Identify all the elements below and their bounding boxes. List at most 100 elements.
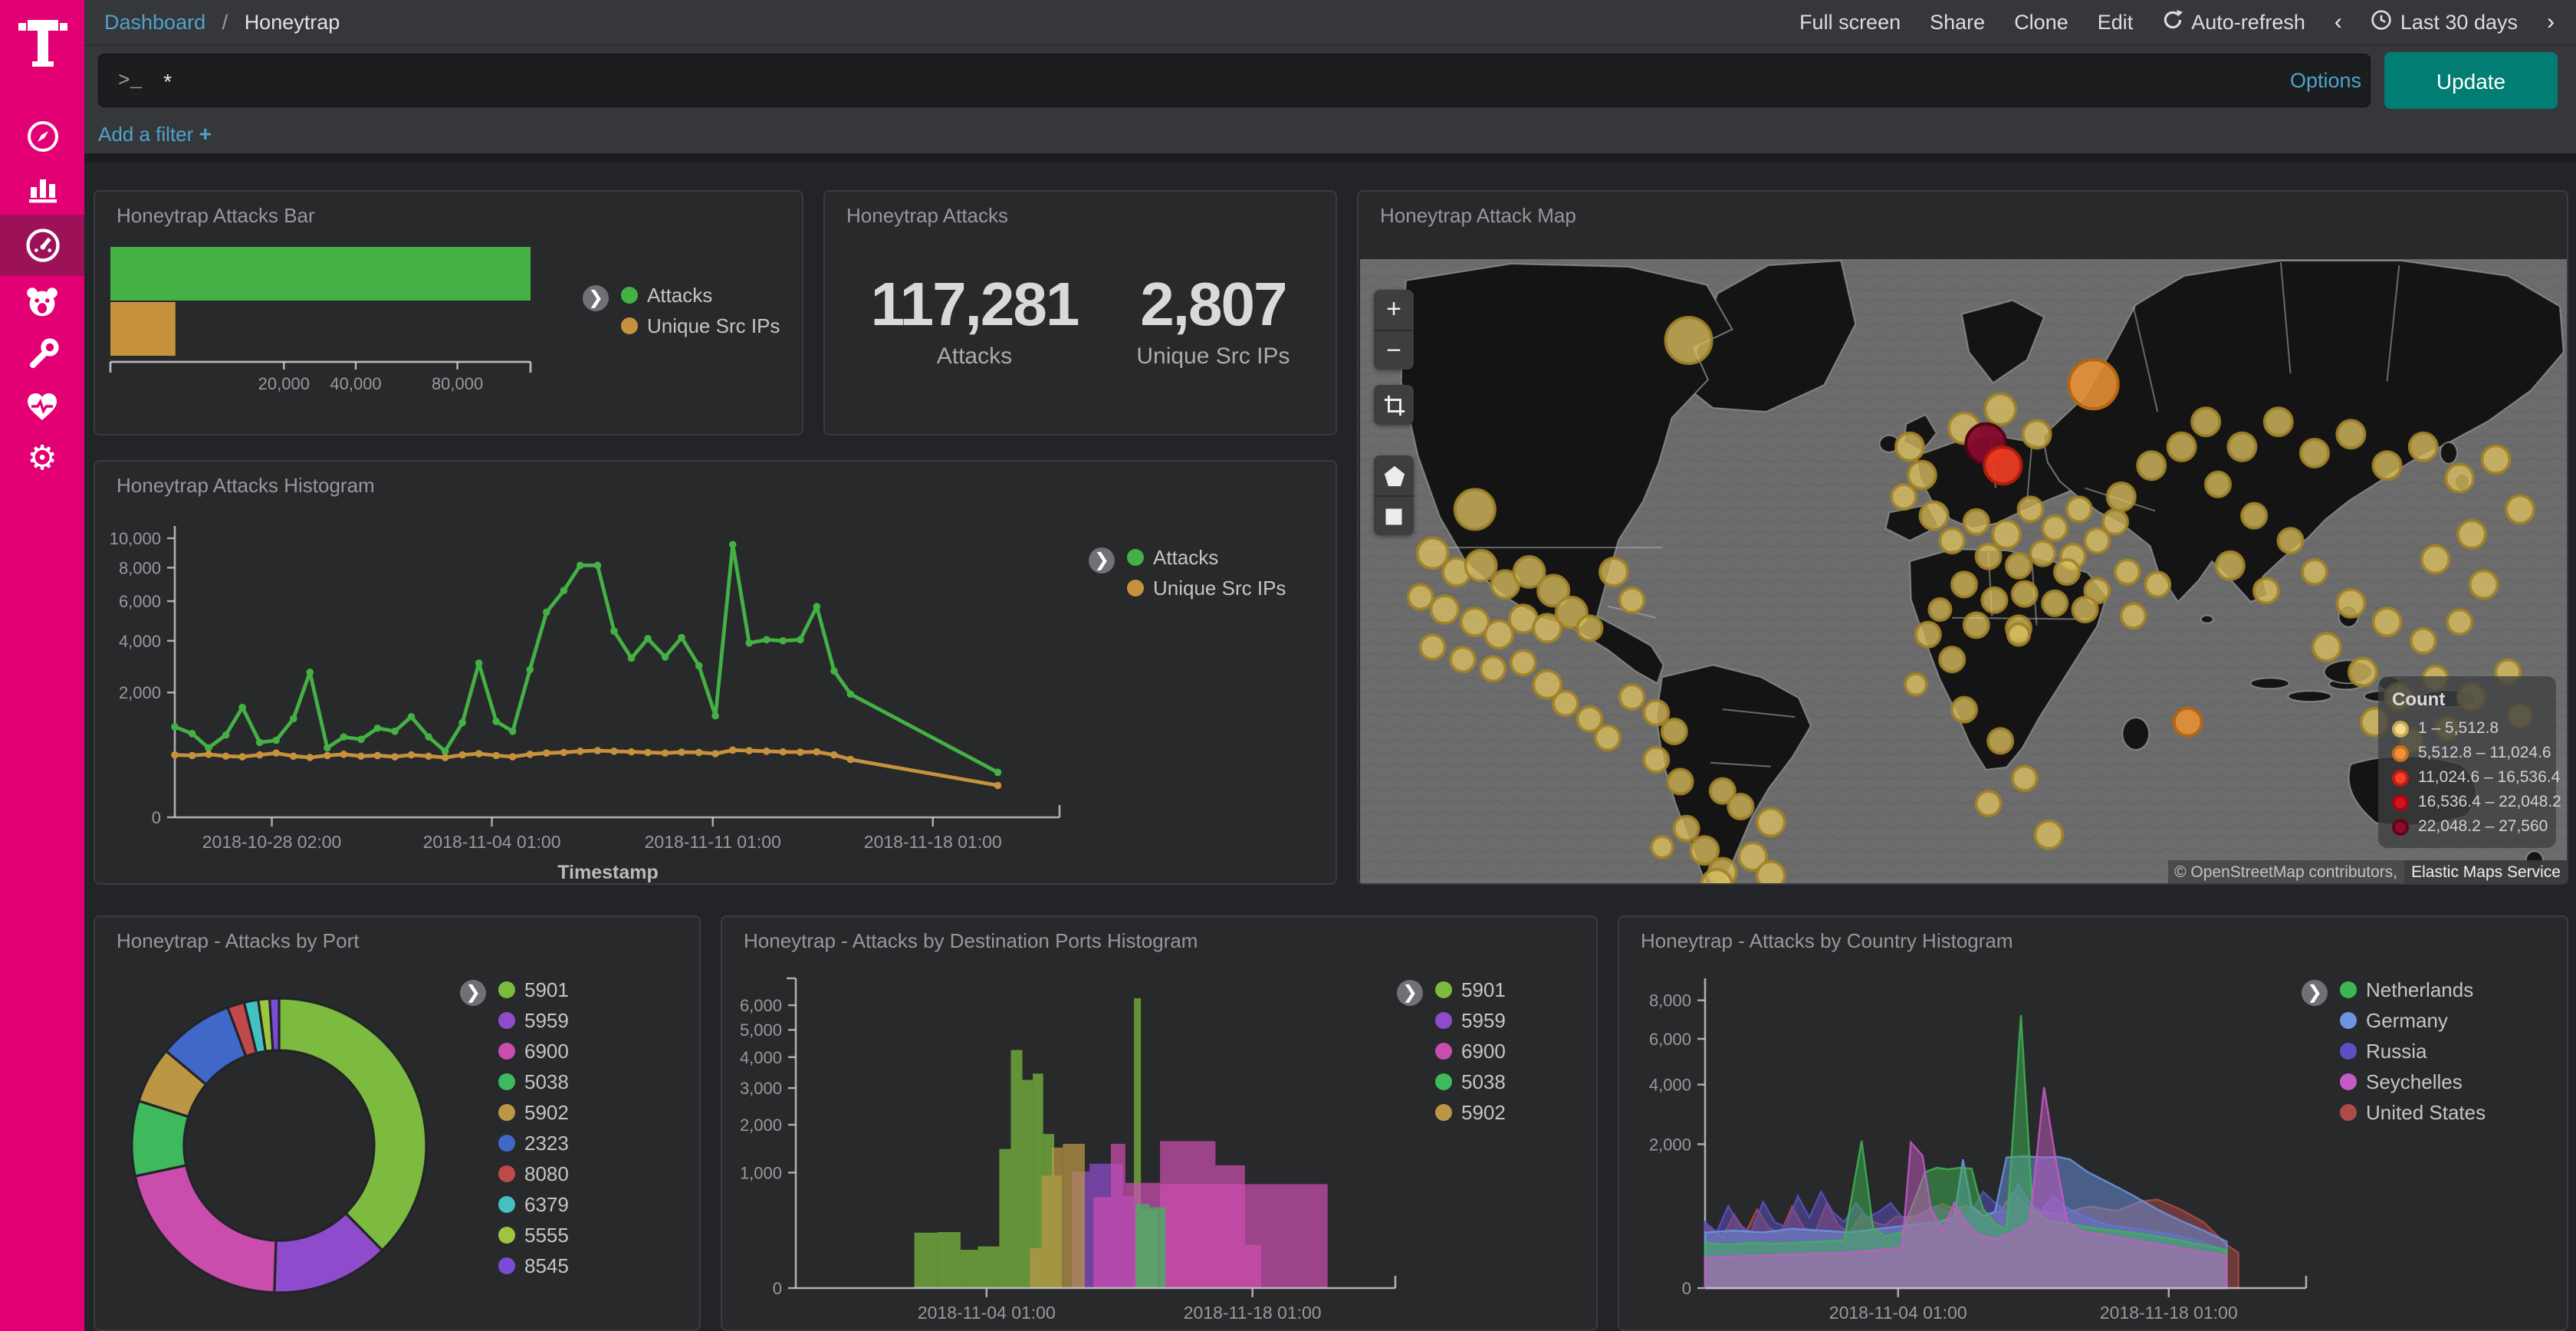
legend-item[interactable]: 2323 xyxy=(498,1132,569,1155)
time-picker-button[interactable]: Last 30 days xyxy=(2371,9,2518,35)
panel-country-histogram: Honeytrap - Attacks by Country Histogram… xyxy=(1618,915,2568,1331)
legend-item[interactable]: 6379 xyxy=(498,1193,569,1216)
legend-item[interactable]: Russia xyxy=(2340,1040,2486,1063)
map-rectangle-draw-button[interactable] xyxy=(1374,495,1414,535)
legend-color-dot xyxy=(498,1165,515,1182)
map-legend-dot xyxy=(2392,720,2409,737)
legend-expand-button[interactable]: ❯ xyxy=(583,285,609,311)
panel-title: Honeytrap - Attacks by Port xyxy=(117,929,360,952)
legend-color-dot xyxy=(1435,1073,1452,1090)
legend-item[interactable]: 5959 xyxy=(1435,1009,1506,1032)
legend-item[interactable]: 5038 xyxy=(1435,1070,1506,1093)
legend-item[interactable]: Attacks xyxy=(621,284,780,307)
legend-label: 5901 xyxy=(524,978,569,1001)
time-prev-button[interactable]: ‹ xyxy=(2334,9,2342,35)
add-filter-link[interactable]: Add a filter + xyxy=(98,121,212,146)
clone-button[interactable]: Clone xyxy=(2014,11,2068,34)
svg-text:8,000: 8,000 xyxy=(1649,991,1691,1011)
map-legend-label: 16,536.4 – 22,048.2 xyxy=(2418,793,2561,811)
map-crop-button[interactable] xyxy=(1374,385,1414,425)
legend-label: 5902 xyxy=(524,1101,569,1124)
legend-item[interactable]: United States xyxy=(2340,1101,2486,1124)
sidebar-item-visualize[interactable] xyxy=(0,163,84,215)
legend-label: 2323 xyxy=(524,1132,569,1155)
svg-text:2018-11-11 01:00: 2018-11-11 01:00 xyxy=(645,832,781,852)
top-navigation-bar: Dashboard / Honeytrap Full screen Share … xyxy=(84,0,2576,46)
edit-button[interactable]: Edit xyxy=(2097,11,2134,34)
map-legend-row: 16,536.4 – 22,048.2 xyxy=(2392,793,2561,811)
sidebar-item-devtools[interactable] xyxy=(0,328,84,380)
map-legend-row: 1 – 5,512.8 xyxy=(2392,719,2542,738)
legend-expand-button[interactable]: ❯ xyxy=(1397,980,1423,1006)
breadcrumb-dashboard-link[interactable]: Dashboard xyxy=(104,11,206,34)
legend-item[interactable]: 8080 xyxy=(498,1162,569,1185)
osm-attribution[interactable]: © OpenStreetMap contributors, xyxy=(2168,860,2404,883)
legend-color-dot xyxy=(2340,1012,2357,1029)
breadcrumb-separator: / xyxy=(222,11,228,34)
legend-expand-button[interactable]: ❯ xyxy=(460,980,486,1006)
legend-item[interactable]: Germany xyxy=(2340,1009,2486,1032)
search-input[interactable]: >_ * xyxy=(98,54,2371,107)
panel-title: Honeytrap Attacks Histogram xyxy=(117,474,375,497)
legend-expand-button[interactable]: ❯ xyxy=(1089,547,1115,573)
map-zoom-out-button[interactable]: − xyxy=(1374,330,1414,370)
legend-label: Seychelles xyxy=(2366,1070,2463,1093)
svg-text:5,000: 5,000 xyxy=(740,1020,782,1040)
map-legend-row: 11,024.6 – 16,536.4 xyxy=(2392,768,2560,787)
sidebar-item-dashboard[interactable] xyxy=(0,215,84,276)
world-attack-map[interactable]: + − Count 1 – 5,512.8 5, xyxy=(1360,259,2567,883)
legend-item[interactable]: Seychelles xyxy=(2340,1070,2486,1093)
svg-text:2018-11-04 01:00: 2018-11-04 01:00 xyxy=(423,832,561,852)
share-button[interactable]: Share xyxy=(1930,11,1986,34)
gear-icon: ⚙ xyxy=(27,439,58,478)
legend-item[interactable]: 5555 xyxy=(498,1224,569,1247)
update-button[interactable]: Update xyxy=(2384,52,2558,109)
panel-attack-map: Honeytrap Attack Map + − xyxy=(1357,190,2568,885)
legend-item[interactable]: 5038 xyxy=(498,1070,569,1093)
legend-expand-button[interactable]: ❯ xyxy=(2302,980,2328,1006)
legend-item[interactable]: Netherlands xyxy=(2340,978,2486,1001)
panel-attacks-by-port: Honeytrap - Attacks by Port ❯ 5901 5959 690… xyxy=(94,915,701,1331)
map-polygon-draw-button[interactable] xyxy=(1374,455,1414,495)
svg-text:2018-11-18 01:00: 2018-11-18 01:00 xyxy=(1184,1303,1322,1323)
legend-color-dot xyxy=(498,1043,515,1060)
bear-icon xyxy=(23,284,61,320)
legend-item[interactable]: 6900 xyxy=(1435,1040,1506,1063)
legend-label: Germany xyxy=(2366,1009,2448,1032)
legend-color-dot xyxy=(498,1227,515,1244)
full-screen-button[interactable]: Full screen xyxy=(1799,11,1901,34)
legend-item[interactable]: 5902 xyxy=(1435,1101,1506,1124)
ems-attribution[interactable]: Elastic Maps Service xyxy=(2404,860,2567,883)
sidebar-item-tpot[interactable] xyxy=(0,276,84,328)
legend-color-dot xyxy=(1435,981,1452,998)
legend-item[interactable]: Unique Src IPs xyxy=(621,314,780,337)
legend-item[interactable]: 5959 xyxy=(498,1009,569,1032)
auto-refresh-button[interactable]: Auto-refresh xyxy=(2162,9,2305,35)
map-legend-dot xyxy=(2392,769,2409,786)
legend-item[interactable]: 8545 xyxy=(498,1254,569,1277)
telekom-t-logo[interactable] xyxy=(0,0,84,86)
options-link[interactable]: Options xyxy=(2289,68,2361,91)
legend-item[interactable]: Attacks xyxy=(1127,546,1286,569)
panel-title: Honeytrap - Attacks by Country Histogram xyxy=(1641,929,2013,952)
legend-item[interactable]: 6900 xyxy=(498,1040,569,1063)
legend-color-dot xyxy=(1127,580,1144,596)
legend-color-dot xyxy=(621,317,638,334)
legend-color-dot xyxy=(1127,549,1144,566)
legend-item[interactable]: 5902 xyxy=(498,1101,569,1124)
map-legend-dot xyxy=(2392,744,2409,761)
sidebar-item-monitoring[interactable] xyxy=(0,380,84,432)
legend-item[interactable]: Unique Src IPs xyxy=(1127,577,1286,600)
legend-label: 5902 xyxy=(1461,1101,1506,1124)
map-zoom-in-button[interactable]: + xyxy=(1386,294,1401,324)
svg-text:0: 0 xyxy=(152,808,161,827)
metric-attacks: 117,281 Attacks xyxy=(871,271,1080,370)
legend-item[interactable]: 5901 xyxy=(1435,978,1506,1001)
time-next-button[interactable]: › xyxy=(2547,9,2555,35)
sidebar-item-discover[interactable] xyxy=(0,110,84,163)
legend-item[interactable]: 5901 xyxy=(498,978,569,1001)
sidebar-item-management[interactable]: ⚙ xyxy=(0,432,84,485)
chart-legend: ❯ 5901 5959 6900 5038 5902 xyxy=(1397,978,1506,1124)
legend-label: 5959 xyxy=(1461,1009,1506,1032)
